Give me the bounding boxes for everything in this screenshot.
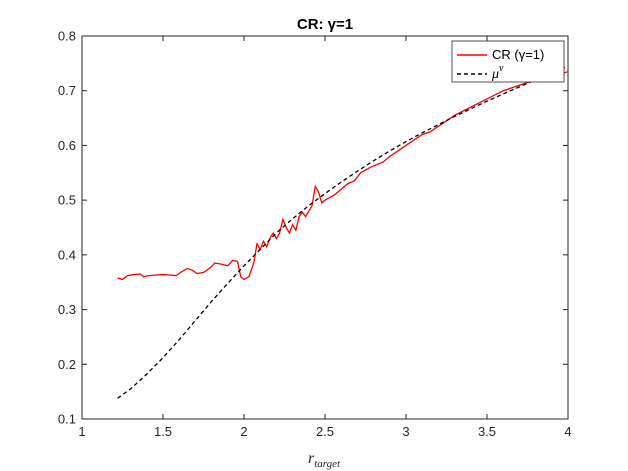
series-line-cr [117, 70, 569, 281]
series-layer [117, 65, 569, 399]
legend-box [451, 40, 565, 83]
axis-ticks: 1 1.5 2 2.5 3 3.5 4 0.1 0.2 0.3 0.4 0.5 0.6 0.7 0.8 [58, 29, 572, 440]
legend-label-mu-superscript: ν [499, 63, 504, 74]
x-tick-label: 1.5 [154, 424, 172, 439]
x-axis-label-subscript: target [314, 458, 341, 470]
y-tick-label: 0.3 [58, 302, 76, 317]
x-tick-label: 1 [78, 424, 85, 439]
x-tick-label: 2.5 [316, 424, 334, 439]
legend-label-mu: μν [491, 63, 504, 82]
y-tick-label: 0.2 [58, 357, 76, 372]
x-axis-label-main: r [308, 450, 315, 467]
legend-label-mu-main: μ [491, 67, 499, 82]
legend-label-cr: CR (γ=1) [492, 47, 544, 62]
y-tick-label: 0.1 [58, 412, 76, 427]
y-tick-label: 0.8 [58, 29, 76, 44]
y-tick-label: 0.6 [58, 138, 76, 153]
y-tick-label: 0.4 [58, 247, 76, 262]
x-tick-label: 4 [564, 424, 571, 439]
plot-area [81, 35, 569, 420]
x-tick-label: 2 [240, 424, 247, 439]
chart-title: CR: γ=1 [297, 16, 353, 33]
x-tick-label: 3.5 [478, 424, 496, 439]
legend: CR (γ=1) μν [451, 40, 565, 83]
x-tick-label: 3 [402, 424, 409, 439]
x-axis-label: rtarget [308, 450, 341, 470]
y-tick-label: 0.5 [58, 193, 76, 208]
y-tick-label: 0.7 [58, 83, 76, 98]
series-line-mu [117, 65, 569, 399]
